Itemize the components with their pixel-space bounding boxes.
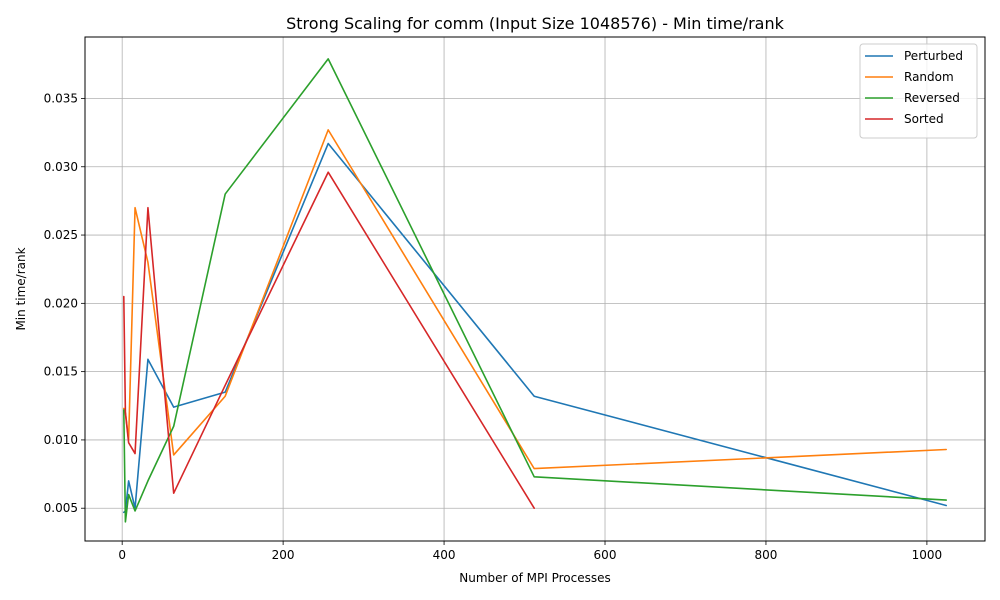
- y-tick-label: 0.030: [44, 160, 78, 174]
- y-tick-label: 0.005: [44, 501, 78, 515]
- y-axis-label: Min time/rank: [14, 247, 28, 330]
- y-tick-label: 0.035: [44, 91, 78, 105]
- y-axis: 0.005 0.010 0.015 0.020 0.025 0.030 0.035: [44, 91, 85, 515]
- legend-label-reversed: Reversed: [904, 91, 960, 105]
- legend-box: [859, 43, 978, 139]
- legend-label-sorted: Sorted: [904, 112, 944, 126]
- x-tick-label: 400: [433, 548, 456, 562]
- y-tick-label: 0.015: [44, 365, 78, 379]
- series-line-reversed: [122, 58, 948, 523]
- y-tick-label: 0.010: [44, 433, 78, 447]
- legend-label-perturbed: Perturbed: [904, 49, 963, 63]
- x-tick-label: 800: [755, 548, 778, 562]
- x-tick-label: 600: [594, 548, 617, 562]
- series-lines: [122, 58, 948, 523]
- y-tick-label: 0.025: [44, 228, 78, 242]
- plot-frame: [84, 36, 986, 542]
- x-tick-label: 200: [272, 548, 295, 562]
- chart-title: Strong Scaling for comm (Input Size 1048…: [286, 14, 784, 33]
- y-tick-label: 0.020: [44, 296, 78, 310]
- x-tick-label: 0: [118, 548, 126, 562]
- series-line-perturbed: [122, 142, 948, 514]
- x-axis: 0 200 400 600 800 1000: [118, 541, 942, 562]
- legend: Perturbed Random Reversed Sorted: [859, 43, 978, 139]
- x-tick-label: 1000: [912, 548, 943, 562]
- x-axis-label: Number of MPI Processes: [459, 571, 611, 585]
- legend-label-random: Random: [904, 70, 954, 84]
- series-line-sorted: [122, 171, 536, 510]
